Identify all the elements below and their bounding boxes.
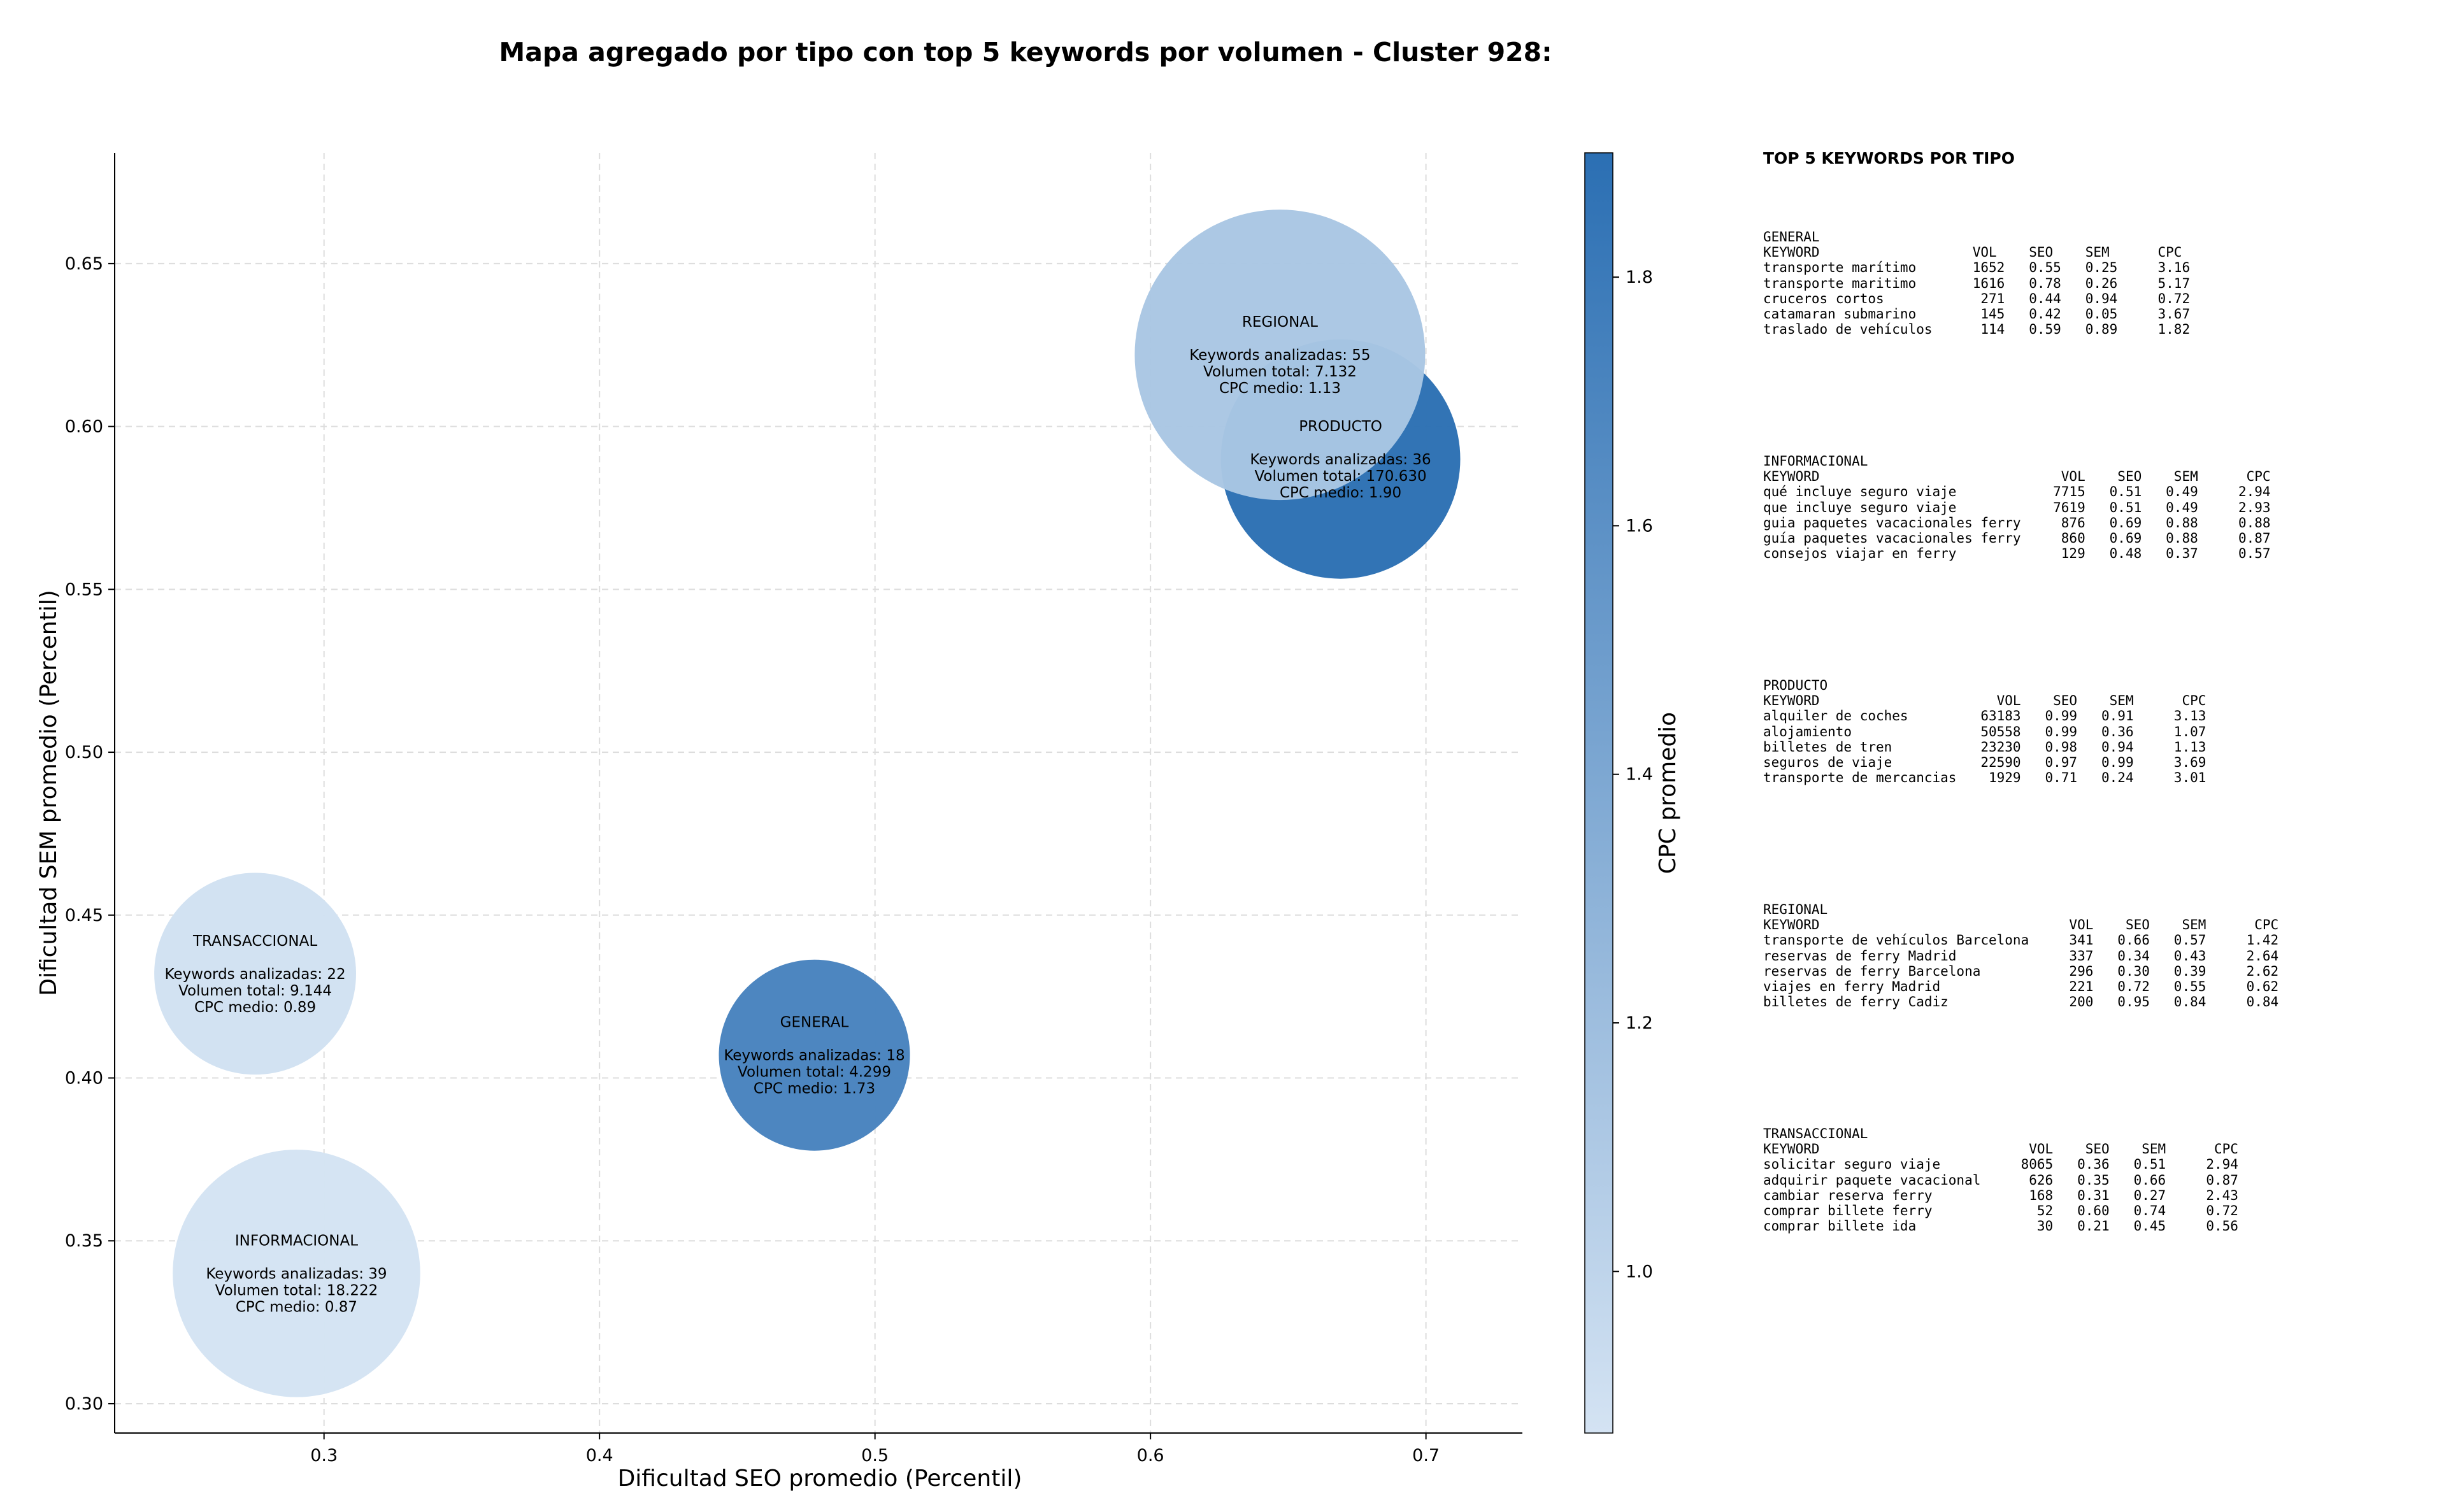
y-axis-label: Dificultad SEM promedio (Percentil): [36, 590, 62, 996]
bubble-label-informacional: INFORMACIONAL Keywords analizadas: 39 Volu…: [206, 1232, 387, 1315]
keyword-block-informacional: INFORMACIONAL KEYWORD VOL SEO SEM CPC qu…: [1763, 453, 2271, 562]
bubble-label-transaccional: TRANSACCIONAL Keywords analizadas: 22 Volu…: [164, 933, 345, 1016]
x-tick-label: 0.7: [1412, 1446, 1440, 1466]
top-keywords-panel: TOP 5 KEYWORDS POR TIPO GENERAL KEYWORD …: [1763, 149, 2438, 1295]
bubbles: [154, 210, 1461, 1397]
y-tick-label: 0.45: [65, 906, 103, 925]
colorbar-tick-label: 1.8: [1626, 267, 1653, 287]
panel-title: TOP 5 KEYWORDS POR TIPO: [1763, 149, 2015, 168]
colorbar-tick-label: 1.2: [1626, 1013, 1653, 1033]
keyword-block-regional: REGIONAL KEYWORD VOL SEO SEM CPC transpo…: [1763, 902, 2279, 1010]
y-tick-label: 0.55: [65, 580, 103, 599]
colorbar: 1.0 1.2 1.4 1.6 1.8 CPC promedio: [1584, 152, 1681, 1434]
x-tick-label: 0.6: [1137, 1446, 1164, 1466]
bubble-label-producto: PRODUCTO Keywords analizadas: 36 Volumen t…: [1250, 418, 1431, 501]
colorbar-tick-label: 1.4: [1626, 765, 1653, 785]
bubble-informacional: [173, 1150, 420, 1397]
keyword-block-producto: PRODUCTO KEYWORD VOL SEO SEM CPC alquile…: [1763, 678, 2206, 786]
y-tick-label: 0.50: [65, 743, 103, 762]
axes: [114, 153, 1522, 1434]
x-ticks: 0.3 0.4 0.5 0.6 0.7: [310, 1433, 1440, 1466]
colorbar-label: CPC promedio: [1655, 712, 1681, 874]
bubble-label-regional: REGIONAL Keywords analizadas: 55 Volumen t…: [1189, 314, 1370, 397]
colorbar-ticks: 1.0 1.2 1.4 1.6 1.8: [1613, 267, 1653, 1281]
y-tick-label: 0.30: [65, 1394, 103, 1414]
y-ticks: 0.30 0.35 0.40 0.45 0.50 0.55 0.60 0.65: [65, 254, 115, 1414]
x-axis-label: Dificultad SEO promedio (Percentil): [618, 1466, 1022, 1492]
y-tick-label: 0.40: [65, 1069, 103, 1088]
bubble-transaccional: [154, 873, 356, 1075]
bubble-regional: [1134, 210, 1426, 501]
keyword-block-transaccional: TRANSACCIONAL KEYWORD VOL SEO SEM CPC so…: [1763, 1126, 2238, 1234]
bubble-labels: PRODUCTO Keywords analizadas: 36 Volumen t…: [164, 314, 1431, 1315]
y-tick-label: 0.65: [65, 254, 103, 274]
chart-title: Mapa agregado por tipo con top 5 keyword…: [499, 37, 1552, 68]
y-tick-label: 0.60: [65, 417, 103, 437]
colorbar-tick-label: 1.0: [1626, 1262, 1653, 1281]
colorbar-tick-label: 1.6: [1626, 516, 1653, 536]
x-tick-label: 0.3: [310, 1446, 338, 1466]
grid: [115, 153, 1522, 1433]
y-tick-label: 0.35: [65, 1231, 103, 1251]
x-tick-label: 0.4: [586, 1446, 613, 1466]
x-tick-label: 0.5: [861, 1446, 889, 1466]
bubble-label-general: GENERAL Keywords analizadas: 18 Volumen to…: [724, 1015, 905, 1097]
bubble-general: [719, 959, 910, 1151]
keyword-block-general: GENERAL KEYWORD VOL SEO SEM CPC transpor…: [1763, 229, 2191, 338]
colorbar-gradient: [1584, 152, 1613, 1434]
